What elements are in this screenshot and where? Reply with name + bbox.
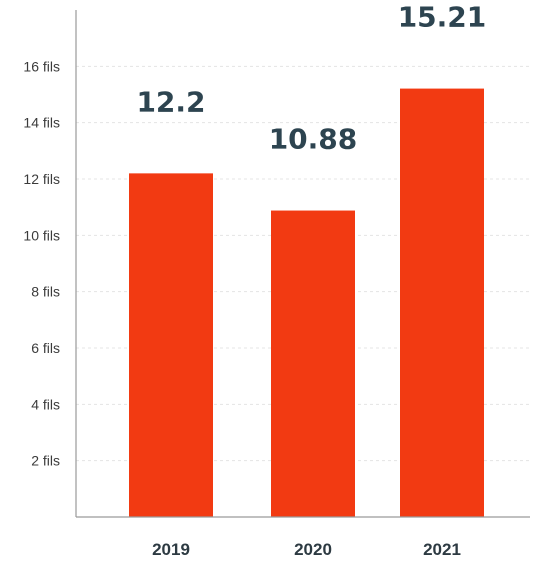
y-tick-label: 12 fils	[23, 171, 60, 187]
bar-2019	[129, 173, 213, 517]
y-tick-label: 6 fils	[31, 340, 60, 356]
y-tick-label: 10 fils	[23, 227, 60, 243]
axes	[75, 10, 530, 518]
data-labels: 12.2 10.88 15.21	[136, 1, 486, 156]
x-category-label: 2020	[294, 540, 332, 559]
bars	[129, 88, 484, 518]
x-category-label: 2021	[423, 540, 461, 559]
bar-2021	[400, 88, 484, 518]
y-tick-label: 2 fils	[31, 453, 60, 469]
data-label-2019: 12.2	[136, 85, 205, 118]
y-tick-labels: 2 fils 4 fils 6 fils 8 fils 10 fils 12 fils 14…	[23, 58, 60, 468]
data-label-2020: 10.88	[269, 123, 358, 156]
y-tick-label: 8 fils	[31, 284, 60, 300]
bar-2020	[271, 210, 355, 517]
y-tick-label: 4 fils	[31, 396, 60, 412]
y-tick-label: 14 fils	[23, 115, 60, 131]
x-category-label: 2019	[152, 540, 190, 559]
y-tick-label: 16 fils	[23, 58, 60, 74]
x-category-labels: 2019 2020 2021	[152, 540, 461, 559]
data-label-2021: 15.21	[398, 1, 487, 34]
